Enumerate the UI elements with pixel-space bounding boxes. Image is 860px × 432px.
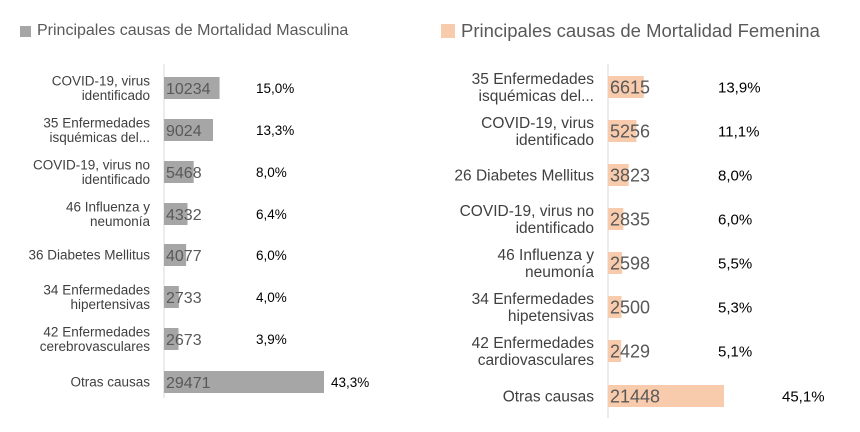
- category-label: 34 Enfermedades hipertensivas: [43, 282, 150, 312]
- male-bar-chart-plot: COVID-19, virus identificado 10234 15,0% 35 …: [28, 64, 369, 398]
- bar: [164, 244, 187, 266]
- value-label: 2500: [610, 297, 650, 317]
- category-label: COVID-19, virus identificado: [52, 73, 151, 103]
- value-label: 2429: [610, 341, 650, 361]
- category-label: 34 Enfermedades hipetensivas: [472, 291, 595, 325]
- bar: [608, 208, 624, 230]
- value-label: 10234: [166, 81, 211, 98]
- category-label: 42 Enfermedades cardiovasculares: [472, 335, 595, 369]
- category-label: 35 Enfermedades isquémicas del...: [472, 71, 595, 105]
- bar: [608, 120, 637, 142]
- bar: [164, 371, 324, 393]
- percent-label: 15,0%: [256, 81, 294, 96]
- value-label: 5468: [166, 165, 202, 182]
- percent-label: 8,0%: [256, 165, 287, 180]
- female-legend-swatch: [441, 24, 455, 38]
- percent-label: 5,5%: [718, 255, 752, 272]
- category-label: Otras causas: [503, 388, 595, 405]
- category-label: 36 Diabetes Mellitus: [28, 248, 150, 263]
- value-label: 6615: [610, 77, 650, 97]
- bar: [608, 252, 623, 274]
- percent-label: 5,1%: [718, 343, 752, 360]
- bar: [608, 296, 622, 318]
- percent-label: 6,0%: [256, 248, 287, 263]
- percent-label: 13,3%: [256, 123, 294, 138]
- percent-label: 13,9%: [718, 79, 761, 96]
- category-label: COVID-19, virus no identificado: [460, 203, 594, 237]
- category-label: 35 Enfermedades isquémicas del...: [43, 115, 150, 145]
- bar: [608, 76, 644, 98]
- value-label: 2835: [610, 209, 650, 229]
- female-chart-legend: Principales causas de Mortalidad Femenin…: [441, 20, 820, 42]
- male-legend-label: Principales causas de Mortalidad Masculi…: [37, 22, 349, 39]
- bar: [608, 385, 724, 407]
- bar: [164, 77, 220, 99]
- value-label: 2598: [610, 253, 650, 273]
- category-label: 46 Influenza y neumonía: [497, 247, 594, 281]
- value-label: 9024: [166, 123, 202, 140]
- category-label: Otras causas: [70, 375, 150, 390]
- bar: [608, 340, 622, 362]
- category-label: COVID-19, virus no identificado: [33, 157, 150, 187]
- percent-label: 43,3%: [331, 375, 369, 390]
- percent-label: 45,1%: [782, 388, 825, 405]
- percent-label: 3,9%: [256, 332, 287, 347]
- category-label: COVID-19, virus identificado: [481, 115, 594, 149]
- value-label: 29471: [166, 375, 211, 392]
- percent-label: 11,1%: [718, 123, 759, 140]
- value-label: 21448: [610, 386, 660, 406]
- value-label: 4332: [166, 207, 202, 224]
- male-legend-swatch: [20, 25, 31, 37]
- bar: [164, 203, 188, 225]
- value-label: 4077: [166, 248, 202, 265]
- percent-label: 4,0%: [256, 290, 287, 305]
- value-label: 3823: [610, 165, 650, 185]
- percent-label: 6,0%: [718, 211, 752, 228]
- category-label: 42 Enfermedades cerebrovasculares: [40, 324, 151, 354]
- value-label: 2673: [166, 332, 202, 349]
- percent-label: 6,4%: [256, 207, 287, 222]
- value-label: 2733: [166, 290, 202, 307]
- male-chart-legend: Principales causas de Mortalidad Masculi…: [20, 22, 348, 40]
- female-legend-label: Principales causas de Mortalidad Femenin…: [461, 20, 820, 41]
- bar: [164, 328, 179, 350]
- bar: [164, 161, 194, 183]
- category-label: 46 Influenza y neumonía: [66, 199, 151, 229]
- value-label: 5256: [610, 121, 650, 141]
- bar: [164, 119, 213, 141]
- category-label: 26 Diabetes Mellitus: [454, 167, 594, 184]
- percent-label: 8,0%: [718, 167, 752, 184]
- bar: [164, 286, 179, 308]
- bar: [608, 164, 629, 186]
- male-mortality-chart: Principales causas de Mortalidad Masculi…: [20, 22, 369, 398]
- percent-label: 5,3%: [718, 299, 752, 316]
